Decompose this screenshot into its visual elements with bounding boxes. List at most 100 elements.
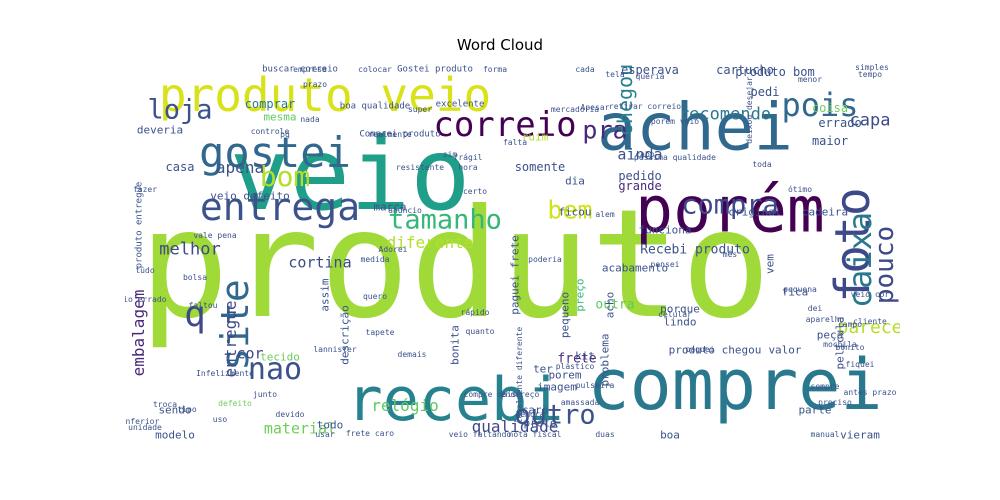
word: gostei xyxy=(199,128,351,177)
word: retirar correio xyxy=(608,102,682,111)
word: descrição xyxy=(338,305,352,365)
word: bem xyxy=(547,195,593,225)
word: veio xyxy=(229,116,471,233)
word: anúncio xyxy=(388,206,422,215)
word: Apesar xyxy=(580,103,610,112)
word: parece xyxy=(837,317,900,338)
word: alem xyxy=(595,210,615,219)
word: demora xyxy=(515,410,545,419)
word: amassada xyxy=(560,398,600,407)
word: compra xyxy=(681,189,779,221)
word: relógio xyxy=(371,396,439,415)
word: plástico xyxy=(555,362,595,371)
word: hora xyxy=(458,163,478,172)
word: dei xyxy=(807,304,823,313)
word: inferior xyxy=(125,417,160,426)
word: modelo xyxy=(155,428,195,442)
word-cloud: produto veio comprei achei porém recebi … xyxy=(125,60,900,445)
word: preciso xyxy=(818,398,852,407)
word: entregue xyxy=(221,300,240,378)
word: aparelho xyxy=(805,315,845,324)
word: diferente xyxy=(386,233,474,252)
word: vieram xyxy=(840,428,880,442)
word: endereço xyxy=(500,390,540,399)
word: lindo xyxy=(663,315,697,329)
word: Adorei xyxy=(378,245,408,254)
word: porém xyxy=(635,173,825,247)
word: valor xyxy=(768,343,802,357)
word: buscar correio xyxy=(262,64,338,75)
word: peça xyxy=(816,328,844,342)
word: defeito xyxy=(218,399,252,408)
word: vale pena xyxy=(193,231,237,240)
word: fazer xyxy=(132,185,158,194)
word: fica xyxy=(781,285,809,299)
word: tecido xyxy=(260,350,300,364)
word: produto entregue xyxy=(134,181,145,269)
word: devido xyxy=(275,410,305,419)
word: bolsa xyxy=(182,273,208,282)
word: boa qualidade xyxy=(339,101,411,112)
word: assim xyxy=(318,278,332,312)
word: capa xyxy=(849,110,891,131)
word: apena xyxy=(215,158,265,177)
word: pedido xyxy=(618,169,662,183)
word: veio errado xyxy=(125,295,167,304)
word: nao xyxy=(247,352,303,387)
word: junto xyxy=(252,390,278,399)
word: maior xyxy=(811,134,849,148)
word: porem xyxy=(548,368,582,382)
word: ter xyxy=(533,362,553,376)
word: veio defeito xyxy=(210,189,290,203)
word: porém veio xyxy=(650,117,700,126)
word: boa xyxy=(660,428,680,442)
word: sempre xyxy=(810,382,840,391)
word: demais xyxy=(397,350,427,359)
word: paguei xyxy=(685,345,715,354)
word: pequeno xyxy=(558,291,572,339)
word: empresa xyxy=(293,65,327,74)
word: lannister xyxy=(313,345,357,354)
word: preço xyxy=(573,278,587,312)
word: resistente xyxy=(395,163,445,172)
word: frágil xyxy=(453,153,483,162)
word: caro xyxy=(521,403,549,417)
word: tipo xyxy=(177,405,197,414)
word: mochila xyxy=(823,340,857,349)
word: tapete xyxy=(365,328,395,337)
word: cliente xyxy=(853,317,887,326)
word: dia xyxy=(565,174,585,188)
word: nada xyxy=(300,115,320,124)
word: menor xyxy=(797,75,823,84)
word: uso xyxy=(212,415,228,424)
word: poderia xyxy=(528,255,562,264)
word: antes prazo xyxy=(843,388,897,397)
word: recebi xyxy=(346,365,564,435)
word: entrega xyxy=(199,185,361,229)
word: produto chegou xyxy=(668,343,762,357)
word: deixou desejar xyxy=(745,76,754,144)
word: totalmente diferente xyxy=(515,326,524,424)
word: rápido xyxy=(460,308,490,317)
word: somente xyxy=(514,160,566,174)
word: veio faltando xyxy=(448,430,512,439)
word: cortina xyxy=(288,253,352,272)
word: bom xyxy=(259,160,311,193)
word: kit xyxy=(575,349,595,363)
word: veio cor xyxy=(850,290,890,299)
word: coisa xyxy=(811,101,849,115)
word: deveria xyxy=(136,123,184,137)
word: q xyxy=(184,294,206,335)
word: ainda xyxy=(617,145,663,164)
word: vem xyxy=(763,254,777,274)
word: material xyxy=(263,419,337,438)
word: falta xyxy=(502,138,528,147)
word: funciona xyxy=(638,223,692,237)
word: queria xyxy=(635,72,665,81)
word: problema xyxy=(598,333,612,387)
word: loja xyxy=(147,94,213,126)
word: quero xyxy=(362,292,388,301)
word: mesma xyxy=(263,110,297,124)
figure-title: Word Cloud xyxy=(456,36,544,54)
